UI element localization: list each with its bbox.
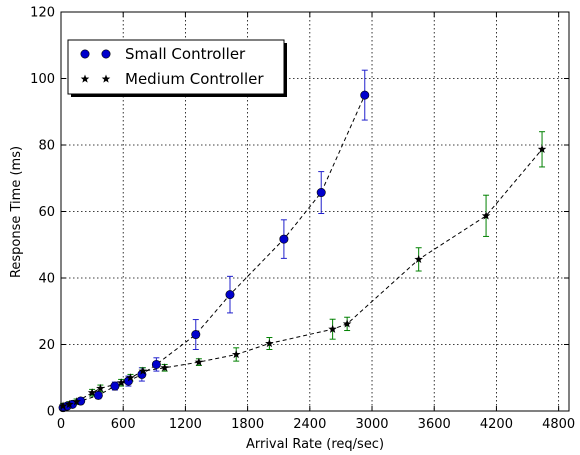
x-tick-label: 1200 <box>169 417 202 432</box>
point-small-controller <box>316 188 326 198</box>
trend-line-medium-controller <box>62 148 543 407</box>
y-tick-label: 0 <box>47 405 55 420</box>
point-medium-controller <box>65 399 74 408</box>
point-medium-controller <box>72 397 81 406</box>
point-small-controller <box>151 359 161 369</box>
point-medium-controller <box>194 357 204 366</box>
y-tick-label: 40 <box>38 272 55 287</box>
data-markers <box>58 90 547 413</box>
axis-ticks: 0 600 1200 1800 2400 3000 3600 4200 4800 0 20 40 60 8… <box>30 6 575 433</box>
y-tick-label: 100 <box>30 72 55 87</box>
point-medium-controller <box>342 319 352 328</box>
legend-label-medium-controller: Medium Controller <box>125 70 264 88</box>
legend-marker-medium-controller <box>80 74 90 83</box>
legend-marker-small-controller <box>101 49 111 59</box>
grid <box>61 12 569 411</box>
x-tick-label: 600 <box>111 417 136 432</box>
point-medium-controller <box>138 366 148 375</box>
x-tick-label: 1800 <box>231 417 264 432</box>
point-medium-controller <box>231 349 241 359</box>
y-tick-label: 20 <box>38 338 55 353</box>
legend-marker-medium-controller <box>101 74 111 83</box>
point-medium-controller <box>87 388 97 397</box>
x-tick-label: 4200 <box>480 417 513 432</box>
legend-box <box>67 39 285 95</box>
point-medium-controller <box>96 383 105 393</box>
legend-markers <box>80 49 111 83</box>
trend-line-small-controller <box>62 94 366 409</box>
legend-label-small-controller: Small Controller <box>125 45 246 63</box>
point-medium-controller <box>126 373 135 382</box>
x-tick-label: 3600 <box>418 417 451 432</box>
point-medium-controller <box>481 211 491 220</box>
trend-lines <box>62 94 543 409</box>
y-tick-label: 60 <box>38 205 55 220</box>
point-medium-controller <box>414 254 423 264</box>
y-tick-label: 80 <box>38 139 55 154</box>
point-medium-controller <box>265 339 274 348</box>
x-tick-label: 4800 <box>542 417 575 432</box>
point-small-controller <box>93 390 103 400</box>
point-medium-controller <box>58 401 68 410</box>
x-tick-label: 3000 <box>355 417 388 432</box>
point-small-controller <box>225 290 235 300</box>
point-medium-controller <box>116 378 126 387</box>
point-medium-controller <box>328 324 337 333</box>
x-tick-label: 0 <box>57 417 65 432</box>
legend-marker-small-controller <box>80 49 90 59</box>
point-medium-controller <box>160 363 169 372</box>
x-axis-label: Arrival Rate (req/sec) <box>246 437 384 452</box>
point-medium-controller <box>537 144 547 153</box>
point-small-controller <box>110 381 120 391</box>
y-tick-label: 120 <box>30 6 55 21</box>
point-small-controller <box>360 90 370 100</box>
y-axis-label: Response Time (ms) <box>9 146 24 278</box>
point-small-controller <box>191 330 201 340</box>
legend: Small Controller Medium Controller <box>67 39 287 97</box>
point-small-controller <box>279 234 289 244</box>
x-tick-label: 2400 <box>293 417 326 432</box>
